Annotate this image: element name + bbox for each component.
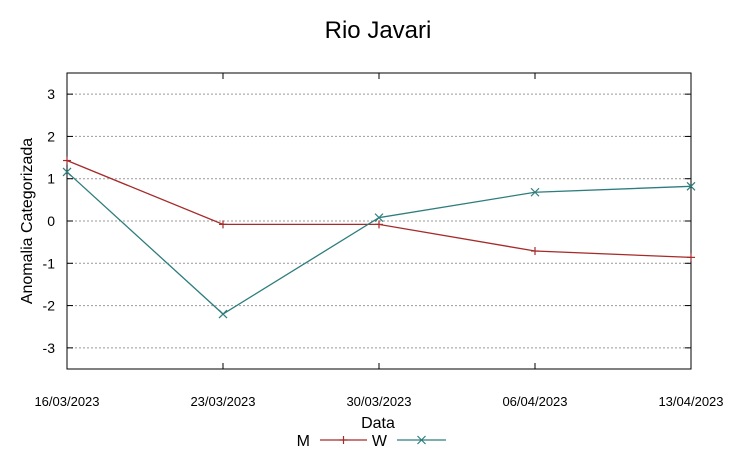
data-point: [531, 247, 539, 256]
series-M: [63, 156, 695, 262]
y-tick-label: 0: [47, 213, 55, 229]
data-point: [375, 220, 383, 229]
x-tick-label: 30/03/2023: [346, 394, 411, 409]
legend-marker: [417, 435, 426, 445]
y-axis: 3 2 1 0 -1 -2 -3: [43, 86, 691, 356]
y-tick-label: 1: [47, 171, 55, 187]
legend-item-M: M: [297, 433, 367, 450]
series-layer: [62, 156, 696, 319]
y-tick-label: -1: [43, 255, 56, 271]
legend-item-W: W: [372, 433, 446, 450]
legend-label: W: [372, 433, 388, 450]
x-axis-label: Data: [361, 415, 395, 432]
series-W: [62, 167, 696, 319]
data-point: [686, 181, 696, 191]
data-point: [219, 220, 227, 229]
y-axis-label: Anomalia Categorizada: [19, 138, 36, 304]
data-point: [218, 309, 228, 319]
data-point: [687, 253, 695, 262]
legend-label: M: [297, 433, 310, 450]
gridlines: [67, 93, 691, 349]
y-tick-label: -3: [43, 340, 56, 356]
x-axis: 16/03/2023 23/03/2023 30/03/2023 06/04/2023…: [34, 73, 724, 409]
data-point: [62, 167, 72, 177]
series-line-M: [66, 159, 692, 259]
x-tick-label: 16/03/2023: [34, 394, 99, 409]
y-tick-label: -2: [43, 298, 56, 314]
y-tick-label: 2: [47, 128, 55, 144]
x-tick-label: 13/04/2023: [658, 394, 723, 409]
y-tick-label: 3: [47, 86, 55, 102]
x-tick-label: 23/03/2023: [190, 394, 255, 409]
chart-title: Rio Javari: [325, 17, 432, 44]
data-point: [63, 156, 71, 165]
x-tick-label: 06/04/2023: [502, 394, 567, 409]
data-point: [530, 187, 540, 197]
legend-marker: [339, 436, 348, 444]
series-line-W: [66, 171, 692, 315]
data-point: [374, 213, 384, 223]
